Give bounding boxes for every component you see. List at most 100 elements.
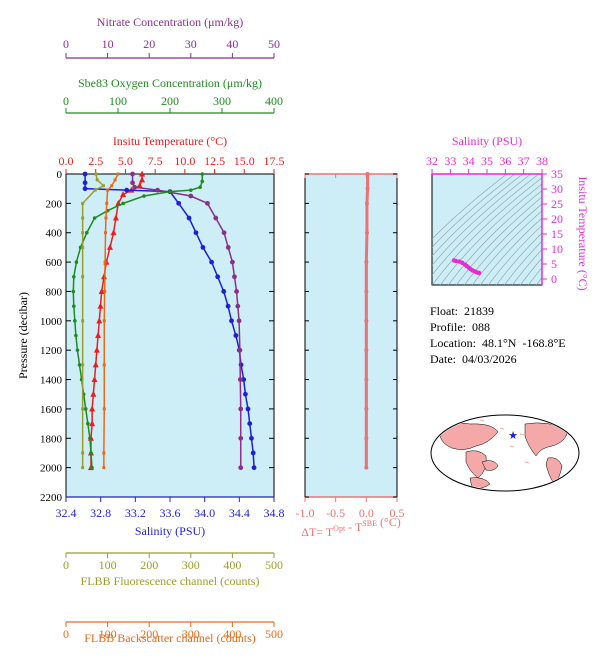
density-contour	[528, 267, 542, 285]
pressure-tick-label: 1200	[40, 345, 63, 357]
map-landmass	[439, 423, 499, 450]
density-contour	[432, 177, 542, 285]
backscatter-point	[102, 466, 106, 470]
salinity-tick-label: 34.0	[194, 506, 215, 520]
temperature-point	[89, 420, 96, 427]
dt-tick-label: 0.0	[359, 506, 374, 520]
temperature-point	[93, 346, 100, 353]
dt-tick-label: -1.0	[296, 506, 315, 520]
ts-salinity-tick-label: 35	[481, 154, 493, 168]
salinity-tick-label: 34.8	[264, 506, 285, 520]
salinity-point	[82, 180, 88, 186]
density-contour	[432, 174, 508, 240]
nitrate-point	[237, 377, 243, 382]
oxygen-point	[83, 407, 88, 411]
density-contours	[432, 174, 542, 285]
salinity-point	[250, 450, 256, 456]
ts-temperature-tick-label: 5	[551, 257, 557, 271]
oxygen-point	[73, 319, 77, 323]
oxygen-axis-label: Sbe83 Oxygen Concentration (μm/kg)	[78, 76, 262, 90]
map-outline	[430, 414, 580, 492]
dt-point	[364, 377, 369, 382]
oxygen-point	[72, 274, 76, 279]
fluorescence-point	[81, 466, 85, 470]
backscatter-axis-label: FLBB Backscatter channel (counts)	[84, 631, 256, 645]
salinity-point	[215, 274, 221, 280]
temperature-tick-label: 12.5	[204, 154, 225, 168]
fluorescence-point	[81, 407, 85, 411]
dt-profile-line	[364, 174, 370, 468]
dt-tick-label: -0.5	[326, 506, 345, 520]
fluorescence-point	[81, 275, 85, 279]
density-contour	[464, 203, 542, 285]
oxygen-point	[92, 216, 97, 220]
float-location-marker: ★	[508, 430, 518, 442]
backscatter-point	[113, 178, 117, 182]
fluorescence-point	[101, 184, 105, 188]
backscatter-tick-label: 0	[63, 627, 69, 641]
salinity-point	[221, 289, 227, 294]
nitrate-point	[213, 215, 219, 221]
nitrate-point	[155, 187, 160, 193]
salinity-tick-label: 32.4	[56, 506, 77, 520]
ts-point	[476, 270, 482, 276]
fluorescence-point	[94, 172, 98, 176]
map-islands	[519, 433, 525, 436]
salinity-point	[245, 406, 251, 412]
nitrate-point	[221, 230, 227, 236]
backscatter-point	[106, 188, 110, 192]
backscatter-point	[102, 319, 106, 323]
map-islands	[509, 445, 515, 448]
density-contour	[480, 217, 542, 285]
ts-temperature-tick-label: 10	[551, 242, 563, 256]
fluorescence-tick-label: 200	[140, 558, 158, 572]
temperature-tick-label: 0.0	[59, 154, 74, 168]
oxygen-point	[77, 363, 82, 367]
fluorescence-tick-label: 300	[182, 558, 200, 572]
ts-temperature-tick-label: 20	[551, 212, 563, 226]
nitrate-tick-label: 30	[185, 37, 197, 51]
dt-point	[364, 436, 369, 441]
pressure-tick-label: 0	[57, 169, 63, 181]
map-islands	[499, 427, 505, 430]
density-contour	[520, 257, 542, 285]
temperature-point	[90, 390, 97, 397]
pressure-tick-label: 1600	[40, 404, 63, 416]
ts-temperature-tick-label: 35	[551, 167, 563, 181]
temperature-tick-label: 7.5	[148, 154, 163, 168]
dt-point	[364, 348, 369, 353]
backscatter-tick-label: 500	[265, 627, 283, 641]
temperature-tick-label: 5.0	[118, 154, 133, 168]
fluorescence-point	[81, 201, 85, 205]
backscatter-point	[110, 184, 114, 188]
ts-temperature-tick-label: 25	[551, 197, 563, 211]
dt-panel-background	[304, 173, 398, 498]
temperature-axis-label: Insitu Temperature (°C)	[113, 134, 227, 148]
density-contour	[512, 249, 542, 285]
oxygen-point	[89, 451, 93, 455]
temperature-tick-label: 2.5	[88, 154, 103, 168]
date: Date: 04/03/2026	[430, 352, 517, 366]
temperature-point	[96, 317, 103, 324]
density-contour	[448, 190, 542, 285]
salinity-point	[243, 391, 248, 397]
density-contour	[488, 224, 542, 285]
salinity-point	[186, 215, 192, 221]
oxygen-tick-label: 100	[109, 94, 127, 108]
ts-point	[453, 258, 459, 264]
temperature-point	[120, 191, 127, 198]
fluorescence-point	[93, 188, 97, 192]
salinity-point	[233, 333, 239, 338]
density-contour	[496, 232, 542, 285]
world-map: ★	[430, 414, 580, 492]
backscatter-point	[102, 451, 106, 455]
temperature-point	[139, 170, 146, 177]
dt-point	[364, 230, 369, 235]
dt-axis-label: ΔT= TOpt - TSBE (°C)	[301, 515, 401, 539]
oxygen-point	[189, 188, 193, 192]
nitrate-point	[130, 171, 135, 177]
nitrate-point	[234, 289, 239, 294]
salinity-tick-label: 32.8	[90, 506, 111, 520]
nitrate-point	[205, 200, 210, 206]
salinity-axis-label: Salinity (PSU)	[135, 524, 205, 538]
